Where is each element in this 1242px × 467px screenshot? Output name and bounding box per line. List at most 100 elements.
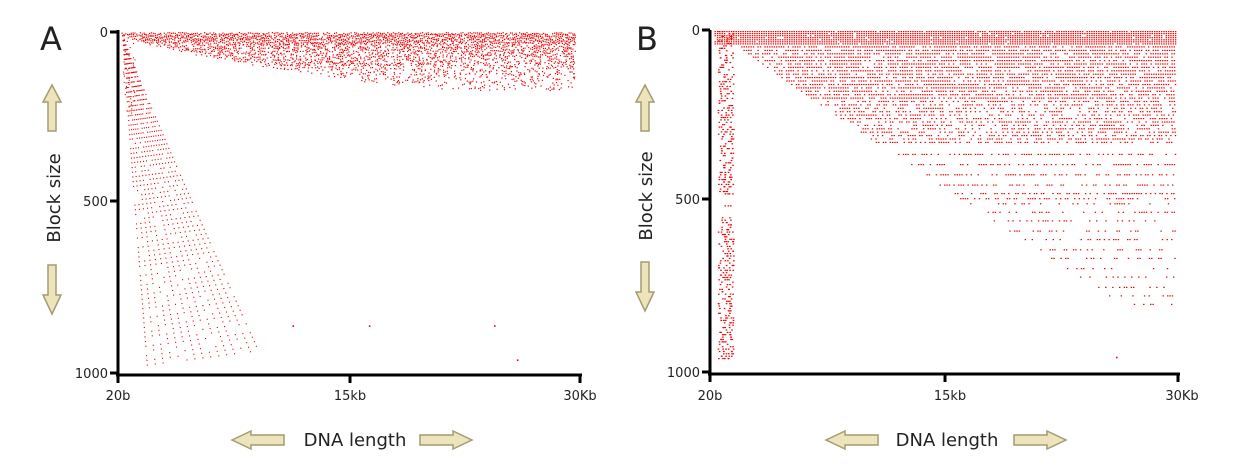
data-point xyxy=(394,32,396,35)
data-point xyxy=(167,342,169,344)
data-point xyxy=(190,39,192,41)
data-point xyxy=(538,39,540,41)
data-point xyxy=(235,58,237,60)
data-point xyxy=(569,42,571,44)
data-point xyxy=(791,37,793,39)
data-point xyxy=(136,104,138,106)
data-point xyxy=(399,40,401,42)
data-point xyxy=(202,49,204,51)
data-point xyxy=(833,35,835,37)
data-point xyxy=(805,37,807,39)
data-point xyxy=(204,242,206,244)
data-point xyxy=(352,62,354,64)
data-point xyxy=(1091,31,1093,33)
data-point xyxy=(531,78,533,80)
data-point xyxy=(553,45,555,48)
data-point xyxy=(200,45,202,47)
data-point xyxy=(161,353,163,355)
data-point xyxy=(129,96,131,98)
data-point xyxy=(795,39,798,41)
data-point xyxy=(247,52,249,54)
data-point xyxy=(564,33,567,35)
data-point xyxy=(442,63,444,65)
data-point xyxy=(170,199,172,201)
data-point xyxy=(196,286,198,288)
data-point xyxy=(442,33,444,35)
data-point xyxy=(213,251,215,253)
data-point xyxy=(140,161,142,163)
data-point xyxy=(338,43,340,45)
data-point xyxy=(503,87,505,89)
data-point xyxy=(137,99,139,101)
data-point xyxy=(159,139,161,141)
data-point xyxy=(292,48,294,51)
data-point xyxy=(142,37,144,39)
data-point xyxy=(153,154,155,156)
data-point xyxy=(437,57,439,59)
data-point xyxy=(251,42,253,44)
data-point xyxy=(1105,37,1107,39)
data-point xyxy=(747,37,749,39)
data-point xyxy=(435,80,437,82)
data-point xyxy=(1102,35,1105,37)
data-point xyxy=(837,33,840,35)
data-point xyxy=(360,49,362,51)
data-point xyxy=(344,42,346,44)
data-point xyxy=(470,39,473,41)
data-point xyxy=(763,31,765,33)
data-point xyxy=(199,51,201,53)
data-point xyxy=(178,246,180,248)
data-point xyxy=(546,38,548,40)
data-point xyxy=(503,54,505,56)
data-point xyxy=(537,65,539,67)
data-point xyxy=(133,42,135,44)
data-point xyxy=(385,54,387,56)
data-point xyxy=(1130,33,1133,35)
data-point xyxy=(447,37,449,39)
data-point xyxy=(412,46,414,48)
data-point xyxy=(164,195,166,197)
data-point xyxy=(477,34,479,36)
data-point xyxy=(522,42,524,44)
data-point xyxy=(276,59,278,61)
data-point xyxy=(561,42,563,44)
data-point xyxy=(398,62,400,65)
data-point xyxy=(155,163,157,165)
data-point xyxy=(353,50,355,52)
data-point xyxy=(556,35,558,37)
data-point xyxy=(533,51,535,53)
data-point xyxy=(991,39,993,41)
data-point xyxy=(961,33,963,35)
data-point xyxy=(758,39,761,41)
data-point xyxy=(198,343,200,345)
data-point xyxy=(935,31,937,33)
data-point xyxy=(523,60,525,62)
data-point xyxy=(142,99,144,101)
data-point xyxy=(383,37,385,39)
data-point xyxy=(228,301,230,303)
data-point xyxy=(453,76,455,78)
data-point xyxy=(143,317,145,319)
data-point xyxy=(544,41,546,43)
data-point xyxy=(123,73,125,75)
data-point xyxy=(153,35,155,37)
data-point xyxy=(368,71,370,73)
data-point xyxy=(194,38,196,40)
data-point xyxy=(327,61,329,63)
data-point xyxy=(335,65,337,67)
data-point xyxy=(296,67,298,70)
data-point xyxy=(182,36,184,38)
data-point xyxy=(1135,37,1137,39)
data-point xyxy=(218,46,220,48)
data-point xyxy=(178,179,180,181)
data-point xyxy=(316,61,318,63)
data-point xyxy=(186,326,188,328)
data-point xyxy=(837,37,840,39)
data-point xyxy=(193,277,195,279)
data-point xyxy=(255,42,257,44)
data-point xyxy=(1088,35,1091,37)
data-point xyxy=(816,31,819,33)
data-point xyxy=(358,54,360,56)
data-point xyxy=(441,51,443,53)
data-point xyxy=(257,47,259,49)
